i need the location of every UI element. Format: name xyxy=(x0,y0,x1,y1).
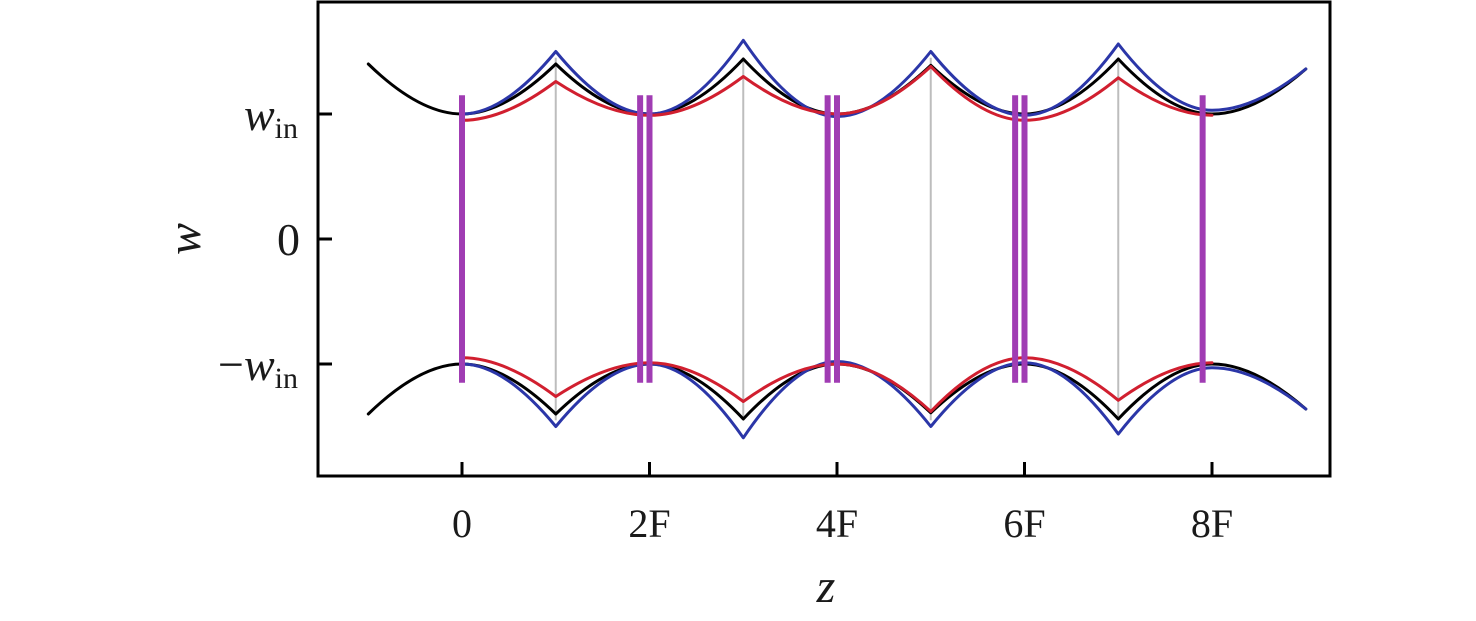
y-axis: win 0 −win xyxy=(218,89,332,395)
x-tick-label-1: 2F xyxy=(628,501,670,546)
y-axis-label: w xyxy=(158,223,211,255)
x-axis: 0 2F 4F 6F 8F xyxy=(452,462,1233,546)
x-axis-label: z xyxy=(816,560,836,613)
x-tick-label-0: 0 xyxy=(452,501,472,546)
plot-frame xyxy=(316,0,1332,478)
x-tick-label-3: 6F xyxy=(1003,501,1045,546)
x-tick-label-4: 8F xyxy=(1191,501,1233,546)
series-1-upper-line xyxy=(460,38,1308,118)
x-tick-label-2: 4F xyxy=(816,501,858,546)
series-1-lower-line xyxy=(460,360,1308,440)
y-tick-label-0: win xyxy=(244,89,298,145)
plot-area xyxy=(366,38,1308,440)
y-tick-label-1: 0 xyxy=(277,214,300,265)
y-tick-label-2: −win xyxy=(218,339,298,395)
